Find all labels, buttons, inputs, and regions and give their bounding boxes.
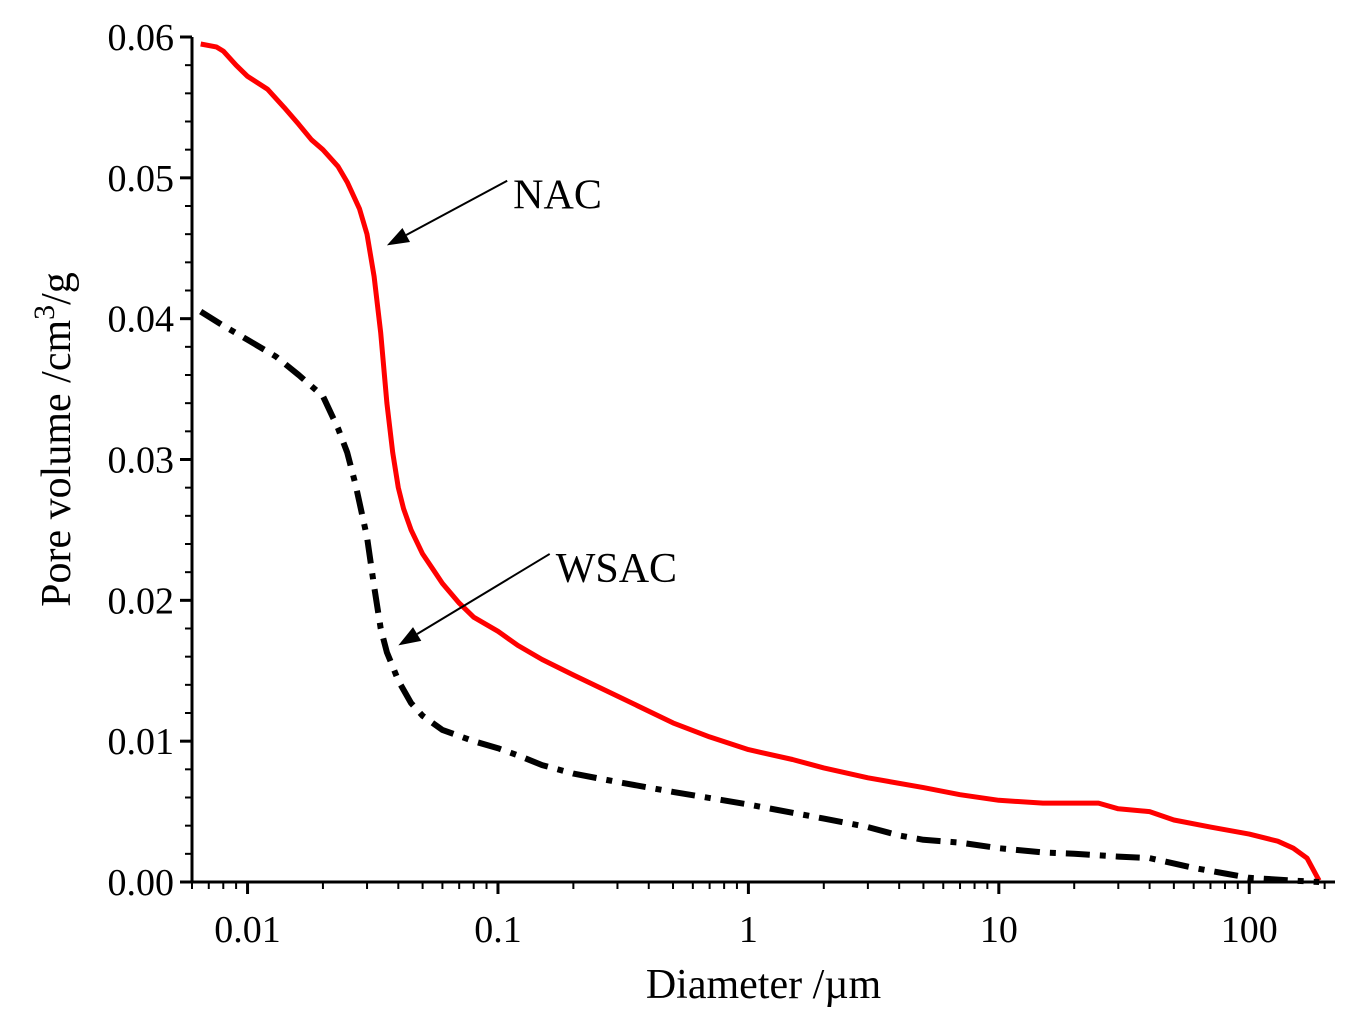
series-nac-line — [200, 41, 1322, 882]
x-axis-title: Diameter /µm — [646, 962, 882, 1008]
y-axis-title-suffix: /g — [34, 272, 80, 305]
nac-arrow-line — [405, 179, 508, 236]
nac-label: NAC — [513, 173, 602, 219]
y-tick-label: 0.02 — [108, 580, 175, 622]
wsac-arrow-head — [398, 627, 422, 646]
wsac-label: WSAC — [556, 546, 677, 592]
x-tick-label: 0.1 — [474, 909, 522, 951]
annotations: NAC WSAC — [386, 173, 677, 646]
series-wsac-line — [199, 309, 1320, 885]
y-tick-label: 0.00 — [108, 862, 175, 904]
nac-arrow-head — [386, 227, 411, 246]
y-tick-label: 0.01 — [108, 721, 175, 763]
x-tick-label: 100 — [1221, 909, 1278, 951]
y-axis-title: Pore volume /cm3/g — [28, 272, 81, 607]
axes — [190, 37, 1335, 884]
y-tick-label: 0.06 — [108, 17, 175, 59]
x-tick-label: 0.01 — [214, 909, 281, 951]
wsac-arrow-line — [416, 553, 551, 635]
y-axis-title-sup: 3 — [28, 305, 61, 320]
series-layer — [199, 41, 1322, 885]
y-tick-label: 0.04 — [108, 299, 175, 341]
y-axis-title-main: Pore volume /cm — [34, 320, 80, 607]
x-tick-label: 1 — [739, 909, 758, 951]
y-tick-label: 0.05 — [108, 158, 175, 200]
y-tick-label: 0.03 — [108, 440, 175, 482]
x-tick-label: 10 — [980, 909, 1018, 951]
